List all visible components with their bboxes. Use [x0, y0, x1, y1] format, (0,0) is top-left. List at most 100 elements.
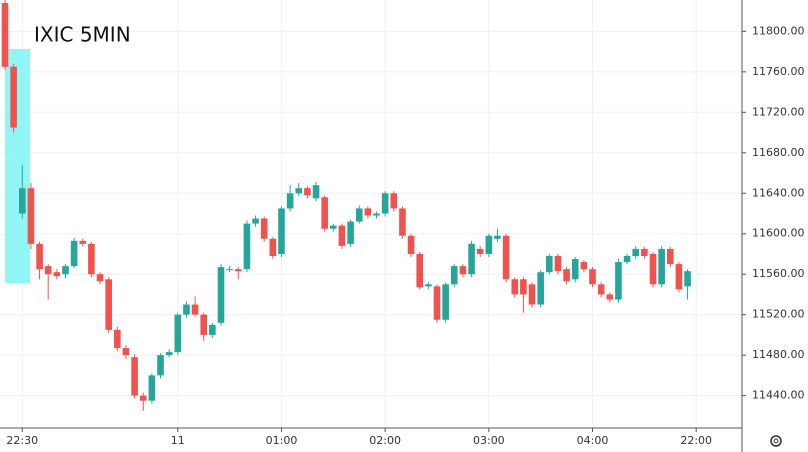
candle-body: [174, 314, 182, 353]
candle-body: [658, 248, 665, 285]
candle-body: [200, 314, 208, 335]
candle-body: [485, 235, 493, 254]
candle-body: [381, 193, 389, 214]
candle-body: [278, 208, 285, 254]
candle-body: [79, 240, 87, 244]
candle-body: [675, 264, 683, 290]
candle-body: [554, 255, 562, 272]
y-tick-label: 11480.00: [752, 348, 805, 361]
candle-body: [139, 395, 147, 401]
candle-body: [416, 253, 424, 288]
candle-body: [157, 355, 164, 376]
candle-body: [468, 243, 475, 275]
candle-body: [105, 279, 112, 330]
candle-body: [312, 185, 320, 199]
candle-body: [269, 238, 277, 256]
candle-body: [597, 284, 605, 295]
candle-body: [217, 267, 225, 323]
candle-body: [476, 248, 484, 254]
candle-body: [295, 188, 303, 194]
x-tick-label: 01:00: [266, 434, 298, 447]
candle-body: [563, 269, 570, 282]
candle-body: [114, 329, 121, 349]
candle-body: [321, 197, 328, 229]
candle-body: [226, 269, 233, 271]
candle-body: [459, 266, 467, 275]
candle-body: [70, 240, 78, 267]
candle-body: [88, 243, 95, 275]
candle-body: [252, 218, 259, 224]
candle-body: [286, 193, 294, 209]
x-tick-label: 11: [171, 434, 185, 447]
candle-body: [183, 304, 190, 315]
highlight-box: [5, 49, 30, 283]
candle-body: [442, 284, 449, 320]
candle-body: [520, 279, 527, 295]
candle-body: [641, 248, 648, 256]
candle-body: [623, 255, 631, 263]
x-tick-label: 02:00: [369, 434, 401, 447]
candle-body: [243, 223, 251, 270]
candle-body: [27, 188, 35, 244]
candle-body: [571, 259, 579, 280]
candle-body: [546, 255, 553, 273]
candle-body: [407, 235, 415, 254]
y-tick-label: 11520.00: [752, 308, 805, 321]
candle-body: [1, 3, 9, 67]
candle-body: [10, 66, 17, 128]
candle-body: [131, 357, 138, 396]
candle-body: [191, 304, 199, 315]
candle-body: [537, 272, 544, 305]
candle-body: [36, 243, 43, 270]
chart-title: IXIC 5MIN: [34, 23, 131, 47]
candle-body: [96, 274, 104, 282]
x-tick-label: 04:00: [577, 434, 609, 447]
candle-body: [606, 294, 614, 300]
candle-body: [165, 352, 173, 356]
candle-body: [649, 253, 657, 285]
x-tick-label: 22:30: [6, 434, 38, 447]
candle-body: [373, 213, 380, 216]
candle-body: [399, 208, 406, 236]
y-tick-label: 11680.00: [752, 146, 805, 159]
y-tick-label: 11800.00: [752, 24, 805, 37]
candle-body: [18, 188, 26, 214]
candle-body: [684, 271, 691, 287]
y-tick-label: 11720.00: [752, 105, 805, 118]
candle-body: [44, 266, 52, 275]
candles: [1, 0, 691, 411]
candle-body: [425, 284, 432, 287]
candle-body: [589, 269, 596, 285]
settings-icon[interactable]: [770, 435, 782, 447]
candle-body: [260, 218, 268, 239]
y-tick-label: 11440.00: [752, 389, 805, 402]
candle-body: [330, 225, 337, 229]
y-tick-label: 11640.00: [752, 186, 805, 199]
x-tick-label: 22:00: [680, 434, 712, 447]
candle-body: [450, 266, 458, 285]
candle-body: [494, 235, 501, 239]
candle-body: [511, 279, 519, 295]
candle-body: [390, 193, 398, 209]
candle-body: [338, 225, 346, 246]
candle-body: [502, 235, 510, 280]
y-tick-label: 11760.00: [752, 65, 805, 78]
x-tick-label: 03:00: [473, 434, 505, 447]
candle-body: [122, 348, 130, 356]
candle-body: [304, 188, 311, 196]
candle-body: [209, 324, 216, 335]
candle-body: [355, 208, 363, 222]
candle-body: [62, 266, 69, 275]
candle-body: [148, 375, 156, 401]
candle-body: [347, 221, 354, 244]
y-tick-label: 11560.00: [752, 267, 805, 280]
candle-body: [615, 262, 622, 300]
candle-body: [666, 248, 674, 265]
candle-body: [580, 262, 588, 270]
candle-body: [528, 284, 536, 305]
candle-body: [234, 269, 242, 272]
candle-body: [632, 248, 640, 256]
candle-body: [364, 208, 372, 216]
candle-body: [433, 286, 441, 320]
